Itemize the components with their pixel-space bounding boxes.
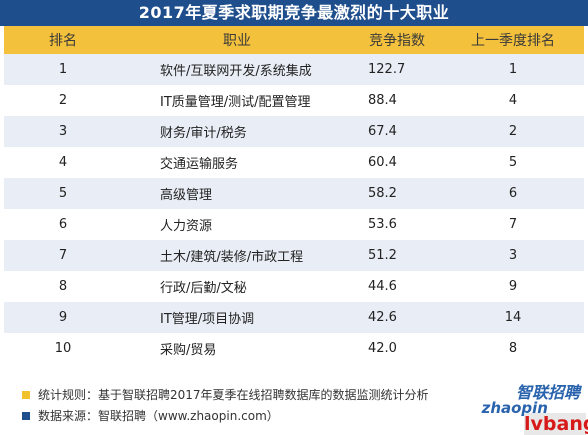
job-cell: 财务/审计/税务 — [122, 116, 352, 147]
header-rank: 排名 — [4, 26, 122, 54]
rank-cell: 5 — [4, 178, 122, 209]
index-cell: 67.4 — [352, 116, 442, 147]
rank-cell: 7 — [4, 240, 122, 271]
rank-cell: 2 — [4, 85, 122, 116]
rank-cell: 8 — [4, 271, 122, 302]
job-cell: 人力资源 — [122, 209, 352, 240]
index-cell: 53.6 — [352, 209, 442, 240]
table-row: 1 软件/互联网开发/系统集成 122.7 1 — [4, 54, 584, 85]
zhaopin-logo: 智联招聘 zhaopin lvbang — [468, 375, 588, 435]
page-title: 2017年夏季求职期竞争最激烈的十大职业 — [0, 0, 588, 26]
header-job: 职业 — [122, 26, 352, 54]
prev-rank-cell: 1 — [442, 54, 584, 85]
table-row: 2 IT质量管理/测试/配置管理 88.4 4 — [4, 85, 584, 116]
index-cell: 88.4 — [352, 85, 442, 116]
rank-cell: 4 — [4, 147, 122, 178]
header-prev-rank: 上一季度排名 — [442, 26, 584, 54]
index-cell: 44.6 — [352, 271, 442, 302]
job-cell: IT管理/项目协调 — [122, 302, 352, 333]
header-index: 竞争指数 — [352, 26, 442, 54]
job-cell: 采购/贸易 — [122, 333, 352, 364]
brand-en-text: zhaopin — [481, 399, 548, 417]
index-cell: 60.4 — [352, 147, 442, 178]
yellow-bullet-icon — [22, 390, 30, 399]
job-cell: 软件/互联网开发/系统集成 — [122, 54, 352, 85]
brand-cn-text: 智联招聘 — [515, 383, 580, 402]
rank-cell: 9 — [4, 302, 122, 333]
index-cell: 58.2 — [352, 178, 442, 209]
job-cell: 土木/建筑/装修/市政工程 — [122, 240, 352, 271]
job-cell: 行政/后勤/文秘 — [122, 271, 352, 302]
prev-rank-cell: 7 — [442, 209, 584, 240]
blue-bullet-icon — [22, 411, 30, 420]
rank-cell: 6 — [4, 209, 122, 240]
source-note: 数据来源：智联招聘（www.zhaopin.com） — [22, 407, 279, 424]
prev-rank-cell: 5 — [442, 147, 584, 178]
table-row: 10 采购/贸易 42.0 8 — [4, 333, 584, 364]
source-note-text: 数据来源：智联招聘（www.zhaopin.com） — [38, 409, 279, 423]
rank-cell: 1 — [4, 54, 122, 85]
table-row: 7 土木/建筑/装修/市政工程 51.2 3 — [4, 240, 584, 271]
rank-cell: 3 — [4, 116, 122, 147]
rank-cell: 10 — [4, 333, 122, 364]
rule-note-text: 统计规则：基于智联招聘2017年夏季在线招聘数据库的数据监测统计分析 — [38, 388, 429, 402]
table-row: 3 财务/审计/税务 67.4 2 — [4, 116, 584, 147]
prev-rank-cell: 8 — [442, 333, 584, 364]
lvbang-watermark: lvbang — [524, 413, 588, 435]
table-header-row: 排名 职业 竞争指数 上一季度排名 — [4, 26, 584, 54]
table-row: 8 行政/后勤/文秘 44.6 9 — [4, 271, 584, 302]
index-cell: 51.2 — [352, 240, 442, 271]
ranking-table: 排名 职业 竞争指数 上一季度排名 1 软件/互联网开发/系统集成 122.7 1 2 I… — [4, 26, 584, 364]
index-cell: 42.6 — [352, 302, 442, 333]
ranking-table-container: 排名 职业 竞争指数 上一季度排名 1 软件/互联网开发/系统集成 122.7 1 2 I… — [0, 26, 588, 364]
prev-rank-cell: 2 — [442, 116, 584, 147]
job-cell: 交通运输服务 — [122, 147, 352, 178]
table-row: 5 高级管理 58.2 6 — [4, 178, 584, 209]
prev-rank-cell: 9 — [442, 271, 584, 302]
table-row: 9 IT管理/项目协调 42.6 14 — [4, 302, 584, 333]
prev-rank-cell: 6 — [442, 178, 584, 209]
job-cell: 高级管理 — [122, 178, 352, 209]
prev-rank-cell: 4 — [442, 85, 584, 116]
prev-rank-cell: 14 — [442, 302, 584, 333]
index-cell: 122.7 — [352, 54, 442, 85]
index-cell: 42.0 — [352, 333, 442, 364]
table-row: 6 人力资源 53.6 7 — [4, 209, 584, 240]
rule-note: 统计规则：基于智联招聘2017年夏季在线招聘数据库的数据监测统计分析 — [22, 386, 429, 403]
table-row: 4 交通运输服务 60.4 5 — [4, 147, 584, 178]
job-cell: IT质量管理/测试/配置管理 — [122, 85, 352, 116]
prev-rank-cell: 3 — [442, 240, 584, 271]
footer: 统计规则：基于智联招聘2017年夏季在线招聘数据库的数据监测统计分析 数据来源：… — [0, 375, 588, 435]
